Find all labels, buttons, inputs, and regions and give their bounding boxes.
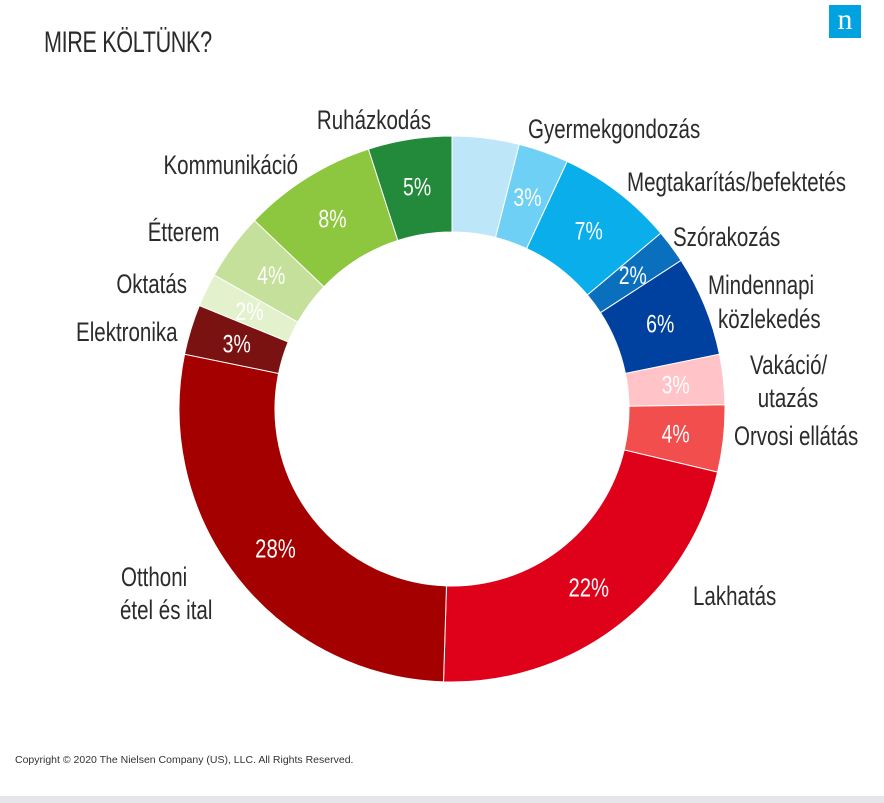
label-mindennapi-line1: Mindennapi — [708, 270, 815, 300]
copyright-footer: Copyright © 2020 The Nielsen Company (US… — [15, 754, 354, 766]
label-orvosi: Orvosi ellátás — [734, 421, 859, 451]
value-label: 4% — [662, 420, 690, 448]
value-label: 4% — [257, 262, 285, 290]
donut-segment-13 — [367, 135, 453, 242]
label-otthoni-line1: Otthoni — [121, 562, 188, 592]
label-szorakozas: Szórakozás — [673, 222, 781, 252]
label-gyermekgondozas: Gyermekgondozás — [528, 114, 701, 144]
chart-title: MIRE KÖLTÜNK? — [44, 26, 212, 59]
label-kommunikacio: Kommunikáció — [163, 150, 298, 180]
label-oktatas: Oktatás — [116, 269, 187, 299]
nielsen-logo: n — [829, 5, 861, 38]
label-megtakaritas: Megtakarítás/befektetés — [627, 167, 846, 197]
value-label: 2% — [235, 298, 263, 326]
value-label: 28% — [255, 534, 296, 563]
value-label: 3% — [513, 184, 541, 212]
label-mindennapi-line2: közlekedés — [718, 304, 821, 334]
value-label: 3% — [662, 371, 690, 399]
value-label: 6% — [646, 310, 674, 338]
value-label: 3% — [223, 330, 251, 358]
value-label: 5% — [403, 173, 431, 201]
value-label: 7% — [575, 217, 603, 245]
value-label: 8% — [318, 205, 346, 233]
value-label: 22% — [568, 573, 609, 602]
label-vakacio-line2: utazás — [757, 383, 819, 413]
value-label: 2% — [619, 262, 647, 290]
label-lakhatas: Lakhatás — [693, 581, 777, 611]
donut-segment-7 — [442, 449, 719, 683]
label-ruhazkodas: Ruházkodás — [316, 105, 432, 135]
bottom-bar — [0, 796, 884, 803]
label-etterem: Étterem — [148, 217, 220, 247]
label-otthoni-line2: étel és ital — [120, 595, 213, 625]
label-vakacio-line1: Vakáció/ — [750, 350, 828, 380]
donut-segment-8 — [178, 353, 448, 683]
label-elektronika: Elektronika — [76, 317, 178, 347]
